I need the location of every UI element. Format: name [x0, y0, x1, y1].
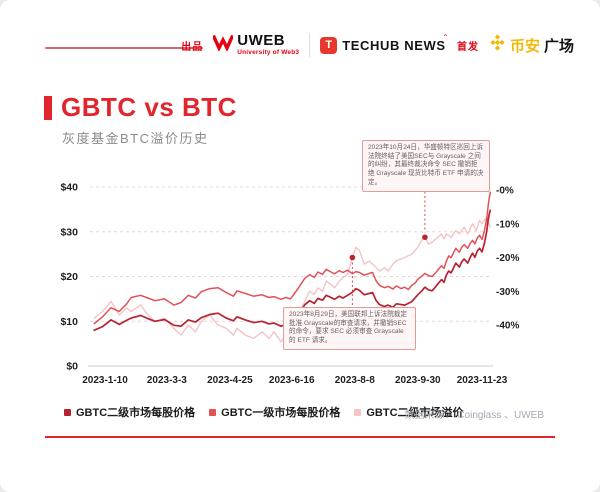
legend-swatch	[354, 408, 362, 416]
legend-item-secondary-price: GBTC二级市场每股价格	[64, 404, 195, 420]
header-divider-line	[45, 47, 203, 49]
y-right-tick-label: -0%	[496, 186, 514, 197]
y-left-tick-label: $40	[60, 182, 78, 194]
binance-name-suffix: 广场	[543, 37, 574, 55]
x-tick-label: 2023-11-23	[457, 375, 508, 386]
annotation-dot	[422, 234, 428, 241]
techub-name: TECHUB NEWS	[342, 37, 446, 53]
y-right-tick-label: -30%	[496, 287, 519, 298]
techub-icon: T	[320, 36, 338, 54]
annotation-oct-24: 2023年10月24日，华盛顿特区巡回上诉法院终结了美国SEC与 Graysca…	[362, 140, 490, 192]
produced-by-label: 出品	[181, 41, 204, 53]
x-tick-label: 2023-4-25	[207, 375, 253, 386]
data-source: 数据来源： Coinglass 、UWEB	[404, 410, 544, 421]
legend-swatch	[209, 408, 217, 416]
legend-item-premium: GBTC二级市场溢价	[354, 404, 464, 420]
title-accent-bar	[44, 95, 52, 120]
first-release-label: 首发	[456, 41, 479, 53]
uweb-name: UWEB	[237, 32, 286, 50]
title-block: GBTC vs BTC	[44, 92, 237, 123]
y-left-tick-label: $0	[66, 361, 78, 373]
chart-legend: GBTC二级市场每股价格 GBTC一级市场每股价格 GBTC二级市场溢价	[64, 404, 464, 420]
x-tick-label: 2023-3-3	[147, 375, 187, 386]
x-tick-label: 2023-6-16	[269, 375, 315, 386]
x-tick-label: 2023-8-8	[335, 375, 375, 386]
binance-square-logo: 币安 广场	[489, 34, 574, 56]
legend-swatch	[64, 408, 71, 416]
y-right-tick-label: -20%	[496, 253, 519, 264]
annotation-aug-29: 2023年8月29日，美国联邦上诉法院裁定批准 Grayscale的审查请求，并…	[283, 307, 416, 350]
y-left-tick-label: $30	[60, 226, 78, 238]
page-subtitle: 灰度基金BTC溢价历史	[62, 131, 209, 146]
uweb-logo: UWEB University of Web3	[211, 32, 300, 57]
y-left-tick-label: $10	[60, 316, 78, 328]
uweb-icon	[211, 34, 235, 56]
header-logos: 出品 UWEB University of Web3 T TECHUB NEWS…	[181, 33, 574, 57]
binance-name: 币安	[509, 37, 540, 55]
page-title: GBTC vs BTC	[61, 92, 237, 122]
series-line	[93, 216, 491, 343]
x-tick-label: 2023-9-30	[395, 375, 441, 386]
y-left-tick-label: $20	[60, 271, 78, 283]
logo-divider	[309, 33, 311, 57]
y-right-tick-label: -10%	[496, 219, 519, 230]
footer-divider-line	[45, 436, 555, 438]
x-tick-label: 2023-1-10	[82, 375, 128, 386]
uweb-subtitle: University of Web3	[237, 49, 300, 57]
annotation-dot	[349, 254, 356, 261]
y-right-tick-label: -40%	[496, 321, 519, 332]
legend-item-primary-price: GBTC一级市场每股价格	[209, 404, 340, 420]
series-line	[93, 191, 492, 325]
binance-diamond-icon	[489, 34, 506, 56]
techub-news-logo: T TECHUB NEWS ˆ	[320, 33, 447, 54]
series-line	[93, 209, 492, 332]
techub-caret-accent: ˆ	[443, 33, 447, 45]
